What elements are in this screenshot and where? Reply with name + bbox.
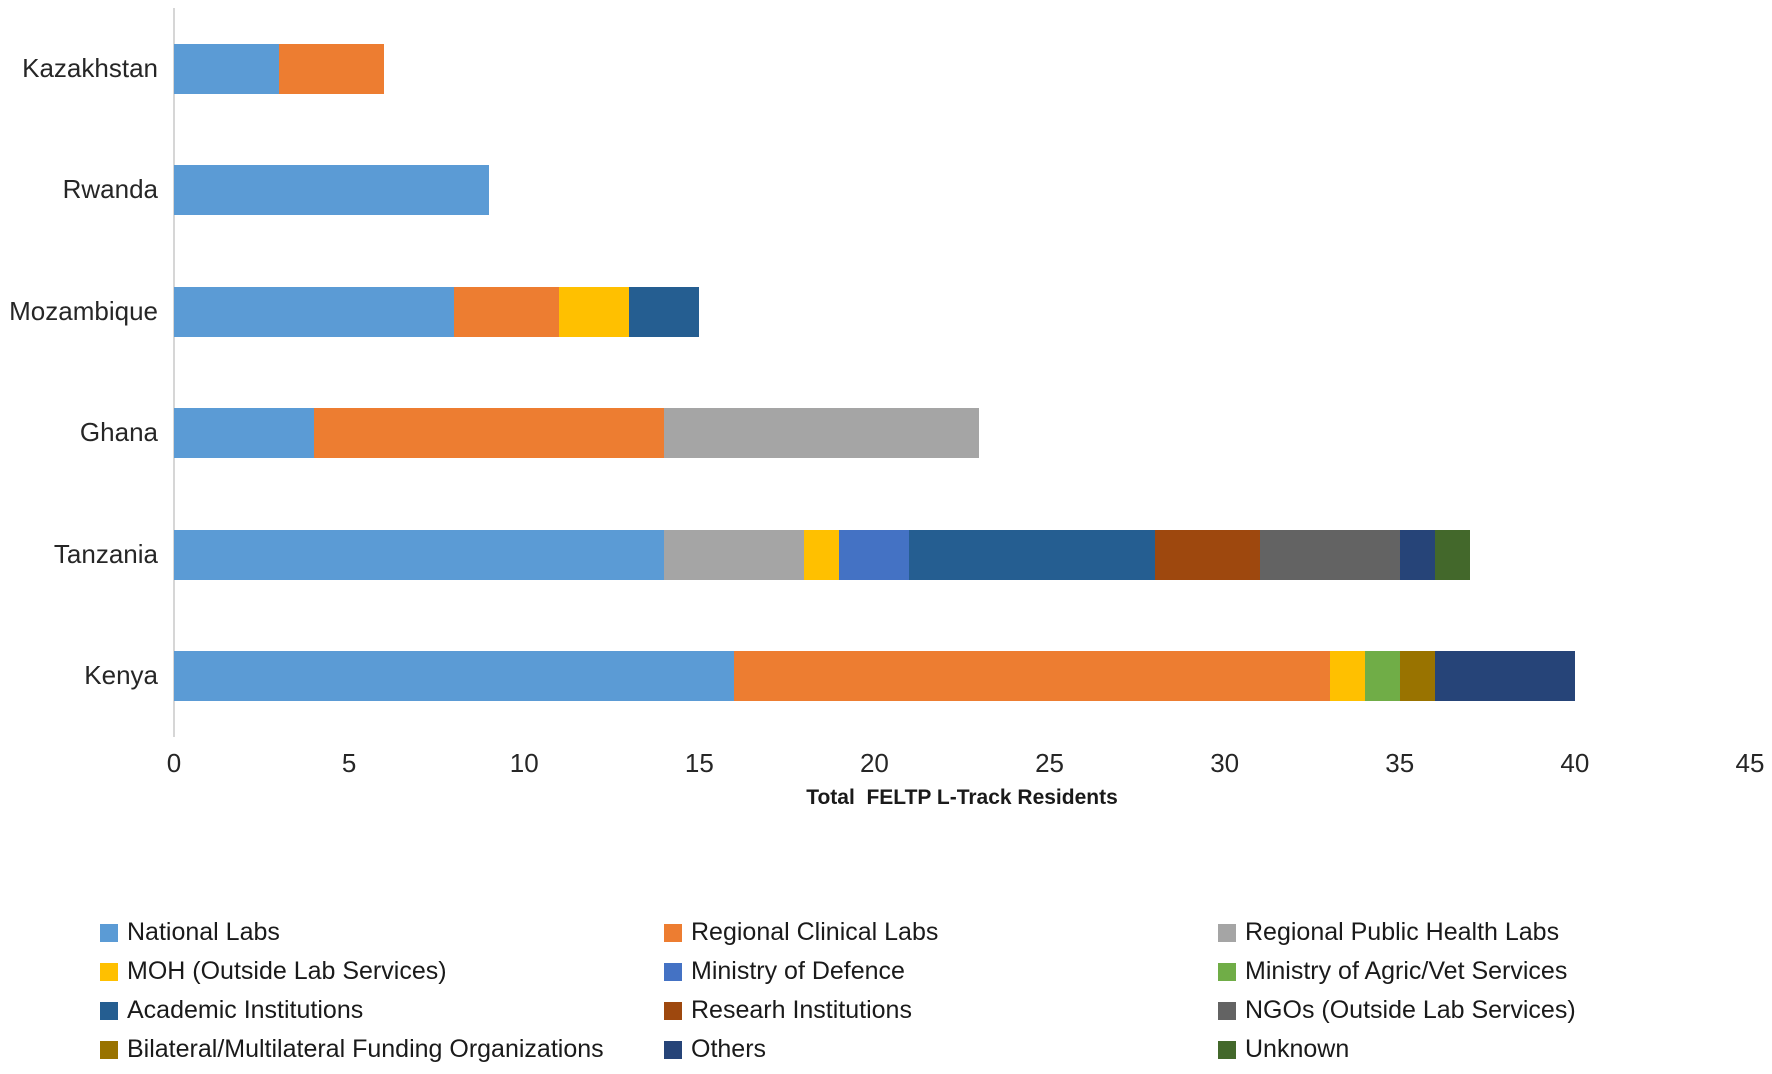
legend-item-regional-public-health-labs: Regional Public Health Labs <box>1218 918 1559 947</box>
legend-item-researh-institutions: Researh Institutions <box>664 996 912 1025</box>
bar-segment-mozambique-regional-clinical-labs <box>454 286 560 337</box>
legend-label: NGOs (Outside Lab Services) <box>1245 996 1576 1024</box>
bar-segment-tanzania-ministry-of-defence <box>839 529 910 580</box>
legend-label: Bilateral/Multilateral Funding Organizat… <box>127 1035 604 1063</box>
legend-item-ministry-of-agric-vet-services: Ministry of Agric/Vet Services <box>1218 957 1567 986</box>
bar-segment-tanzania-moh-outside-lab-services <box>804 529 840 580</box>
legend-item-unknown: Unknown <box>1218 1035 1349 1064</box>
bar-segment-kazakhstan-regional-clinical-labs <box>279 43 385 94</box>
legend-item-national-labs: National Labs <box>100 918 280 947</box>
bar-segment-tanzania-ngos-outside-lab-services <box>1259 529 1400 580</box>
legend-swatch-icon <box>1218 1001 1236 1020</box>
x-axis-title: Total FELTP L-Track Residents <box>806 786 1118 809</box>
category-label-rwanda: Rwanda <box>62 174 158 205</box>
legend-swatch-icon <box>664 962 682 981</box>
legend-label: Researh Institutions <box>691 996 912 1024</box>
legend-swatch-icon <box>1218 962 1236 981</box>
x-tick-label: 20 <box>859 748 889 778</box>
x-tick-label: 30 <box>1210 748 1240 778</box>
x-tick-label: 25 <box>1035 748 1064 778</box>
bar-segment-tanzania-researh-institutions <box>1154 529 1260 580</box>
legend-item-others: Others <box>664 1035 766 1064</box>
bar-segment-tanzania-regional-public-health-labs <box>664 529 805 580</box>
y-axis-line <box>173 8 175 737</box>
bar-segment-ghana-national-labs <box>174 408 315 459</box>
category-label-ghana: Ghana <box>79 417 158 448</box>
legend-item-moh-outside-lab-services: MOH (Outside Lab Services) <box>100 957 447 986</box>
bar-segment-kenya-national-labs <box>174 651 735 702</box>
bar-segment-kazakhstan-national-labs <box>174 43 280 94</box>
legend-swatch-icon <box>664 1040 682 1059</box>
legend-label: MOH (Outside Lab Services) <box>127 957 447 985</box>
legend-label: Unknown <box>1245 1035 1350 1063</box>
legend-label: Academic Institutions <box>127 996 364 1024</box>
bar-segment-tanzania-others <box>1399 529 1435 580</box>
bar-segment-kenya-moh-outside-lab-services <box>1329 651 1365 702</box>
legend-swatch-icon <box>100 923 118 942</box>
x-tick-label: 10 <box>509 748 539 778</box>
legend-item-academic-institutions: Academic Institutions <box>100 996 363 1025</box>
legend-swatch-icon <box>1218 923 1236 942</box>
bar-segment-kenya-bilateral-multilateral-funding-organizations <box>1399 651 1435 702</box>
bar-segment-rwanda-national-labs <box>174 165 490 216</box>
legend-item-regional-clinical-labs: Regional Clinical Labs <box>664 918 938 947</box>
legend-item-ngos-outside-lab-services: NGOs (Outside Lab Services) <box>1218 996 1576 1025</box>
legend-swatch-icon <box>664 1001 682 1020</box>
x-tick-label: 5 <box>341 748 357 778</box>
bar-segment-kenya-ministry-of-agric-vet-services <box>1364 651 1400 702</box>
x-tick-label: 15 <box>684 748 714 778</box>
category-label-kazakhstan: Kazakhstan <box>22 52 158 83</box>
legend-label: Ministry of Agric/Vet Services <box>1245 957 1568 985</box>
legend-label: Regional Public Health Labs <box>1245 918 1560 946</box>
bar-segment-ghana-regional-public-health-labs <box>664 408 980 459</box>
bar-segment-ghana-regional-clinical-labs <box>314 408 665 459</box>
legend-label: Ministry of Defence <box>691 957 905 985</box>
legend-swatch-icon <box>664 923 682 942</box>
x-tick-label: 40 <box>1560 748 1590 778</box>
legend-swatch-icon <box>100 1001 118 1020</box>
category-label-tanzania: Tanzania <box>53 538 158 569</box>
bar-segment-kenya-others <box>1434 651 1575 702</box>
legend-swatch-icon <box>100 962 118 981</box>
legend-label: National Labs <box>127 918 280 946</box>
x-tick-label: 45 <box>1735 748 1765 778</box>
legend-swatch-icon <box>100 1040 118 1059</box>
bar-segment-mozambique-academic-institutions <box>629 286 700 337</box>
x-tick-label: 0 <box>166 748 182 778</box>
bar-segment-kenya-regional-clinical-labs <box>734 651 1330 702</box>
x-tick-label: 35 <box>1385 748 1415 778</box>
bar-segment-mozambique-national-labs <box>174 286 455 337</box>
category-label-kenya: Kenya <box>84 660 158 691</box>
legend-label: Regional Clinical Labs <box>691 918 939 946</box>
legend-label: Others <box>691 1035 767 1063</box>
category-label-mozambique: Mozambique <box>9 295 158 326</box>
legend-item-ministry-of-defence: Ministry of Defence <box>664 957 905 986</box>
bar-segment-tanzania-national-labs <box>174 529 665 580</box>
bar-segment-tanzania-academic-institutions <box>909 529 1155 580</box>
bar-segment-mozambique-moh-outside-lab-services <box>559 286 630 337</box>
legend-item-bilateral-multilateral-funding-organizations: Bilateral/Multilateral Funding Organizat… <box>100 1035 604 1064</box>
legend-swatch-icon <box>1218 1040 1236 1059</box>
bar-segment-tanzania-unknown <box>1434 529 1470 580</box>
